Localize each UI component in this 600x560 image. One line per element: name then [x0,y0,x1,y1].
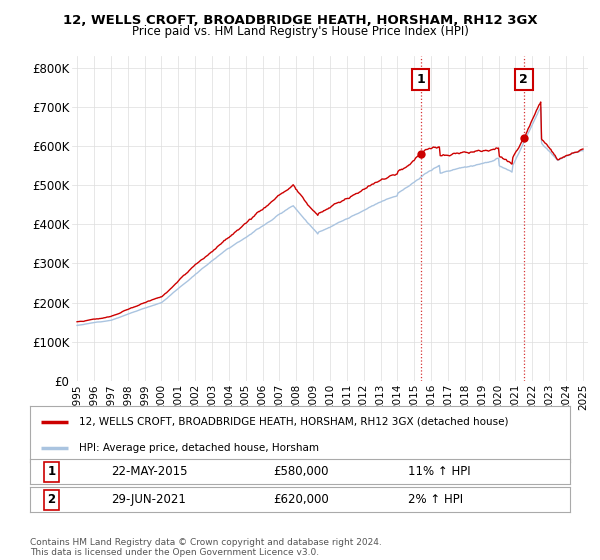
Text: 1: 1 [416,73,425,86]
Text: 22-MAY-2015: 22-MAY-2015 [111,465,187,478]
Text: 2: 2 [47,493,56,506]
Text: Contains HM Land Registry data © Crown copyright and database right 2024.
This d: Contains HM Land Registry data © Crown c… [30,538,382,557]
Text: HPI: Average price, detached house, Horsham: HPI: Average price, detached house, Hors… [79,443,319,453]
Text: £620,000: £620,000 [273,493,329,506]
Text: 11% ↑ HPI: 11% ↑ HPI [408,465,470,478]
Text: Price paid vs. HM Land Registry's House Price Index (HPI): Price paid vs. HM Land Registry's House … [131,25,469,38]
Text: 29-JUN-2021: 29-JUN-2021 [111,493,186,506]
Text: 1: 1 [47,465,56,478]
Text: 2: 2 [520,73,528,86]
Text: 12, WELLS CROFT, BROADBRIDGE HEATH, HORSHAM, RH12 3GX (detached house): 12, WELLS CROFT, BROADBRIDGE HEATH, HORS… [79,417,508,427]
Text: £580,000: £580,000 [273,465,329,478]
Text: 12, WELLS CROFT, BROADBRIDGE HEATH, HORSHAM, RH12 3GX: 12, WELLS CROFT, BROADBRIDGE HEATH, HORS… [62,14,538,27]
Text: 2% ↑ HPI: 2% ↑ HPI [408,493,463,506]
